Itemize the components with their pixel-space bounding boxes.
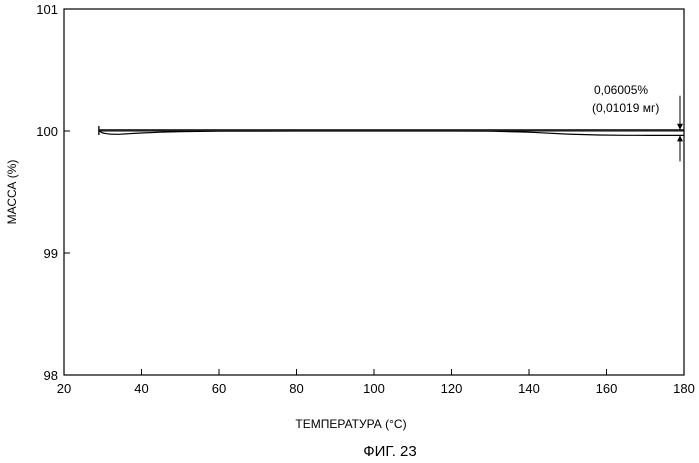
y-tick-label: 100 bbox=[36, 124, 58, 139]
mass-loss-percent-label: 0,06005% bbox=[594, 83, 648, 97]
x-axis: 20 40 60 80 100 120 140 160 180 bbox=[57, 369, 695, 396]
x-axis-label: ТЕМПЕРАТУРА (°C) bbox=[295, 417, 406, 431]
x-tick-label: 60 bbox=[212, 381, 226, 396]
y-tick-label: 99 bbox=[44, 246, 58, 261]
x-tick-label: 20 bbox=[57, 381, 71, 396]
y-axis-label: МАССА (%) bbox=[5, 160, 19, 225]
y-tick-label: 101 bbox=[36, 2, 58, 17]
mass-curve bbox=[99, 131, 684, 135]
x-tick-label: 160 bbox=[596, 381, 618, 396]
arrowhead-down bbox=[677, 124, 683, 130]
series-layer bbox=[99, 126, 684, 135]
x-tick-label: 180 bbox=[673, 381, 695, 396]
plot-area-frame bbox=[64, 9, 684, 375]
y-axis: 9899100101 bbox=[36, 2, 70, 383]
annotation-layer: 0,06005% (0,01019 мг) bbox=[592, 83, 683, 162]
x-tick-label: 40 bbox=[134, 381, 148, 396]
x-tick-label: 120 bbox=[441, 381, 463, 396]
x-tick-label: 100 bbox=[363, 381, 385, 396]
x-tick-label: 80 bbox=[289, 381, 303, 396]
mass-loss-mg-label: (0,01019 мг) bbox=[592, 101, 659, 115]
figure-caption: ФИГ. 23 bbox=[363, 443, 417, 460]
arrowhead-up bbox=[677, 135, 683, 141]
x-tick-label: 140 bbox=[518, 381, 540, 396]
